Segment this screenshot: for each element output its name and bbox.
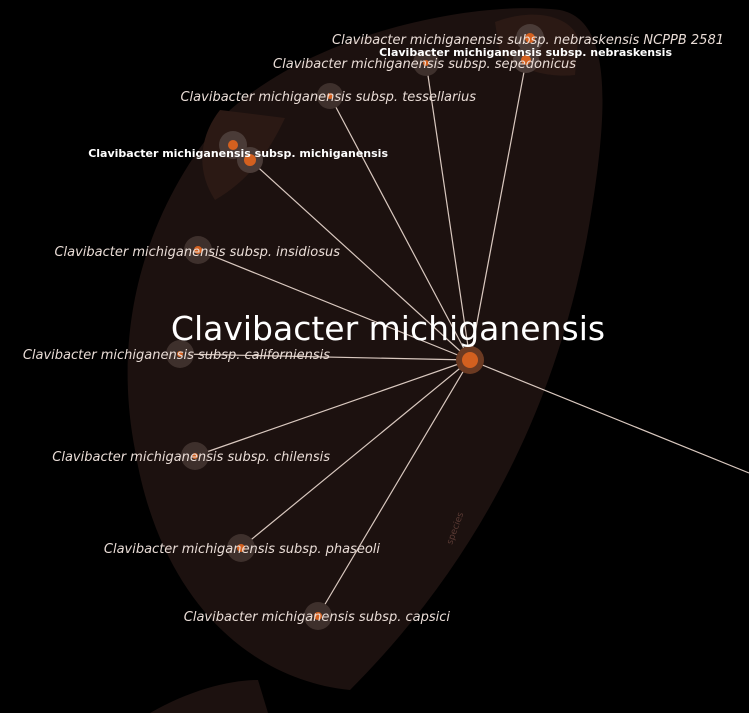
node-capsici[interactable] bbox=[304, 602, 332, 630]
edge bbox=[425, 61, 471, 361]
label-californiensis: Clavibacter michiganensis subsp. califor… bbox=[23, 348, 330, 363]
node-phaseoli[interactable] bbox=[227, 534, 255, 562]
node-sepedonicus[interactable] bbox=[413, 50, 439, 76]
label-capsici: Clavibacter michiganensis subsp. capsici bbox=[184, 610, 451, 625]
node-californiensis[interactable] bbox=[166, 340, 194, 368]
node-michiganensis[interactable] bbox=[219, 131, 263, 173]
edge bbox=[240, 359, 471, 549]
label-nebraskensis: Clavibacter michiganensis subsp. nebrask… bbox=[379, 46, 672, 59]
label-nebraskensis-ncppb: Clavibacter michiganensis subsp. nebrask… bbox=[332, 33, 724, 48]
root-label: Clavibacter michiganensis bbox=[171, 309, 605, 348]
node-nebraskensis[interactable] bbox=[513, 47, 539, 73]
label-chilensis: Clavibacter michiganensis subsp. chilens… bbox=[52, 450, 330, 465]
node-tessellarius[interactable] bbox=[317, 83, 343, 109]
label-insidiosus: Clavibacter michiganensis subsp. insidio… bbox=[54, 245, 340, 260]
node-nebraskensis-ncppb[interactable] bbox=[516, 24, 544, 52]
label-michiganensis: Clavibacter michiganensis subsp. michiga… bbox=[88, 147, 388, 160]
node-insidiosus[interactable] bbox=[184, 236, 212, 264]
edge bbox=[469, 39, 531, 361]
edge bbox=[249, 159, 471, 361]
node-chilensis[interactable] bbox=[181, 442, 209, 470]
edge bbox=[197, 249, 471, 361]
edge-group bbox=[179, 39, 749, 617]
label-sepedonicus: Clavibacter michiganensis subsp. sepedon… bbox=[273, 57, 576, 72]
edge-to-parent bbox=[469, 359, 749, 474]
edge bbox=[179, 353, 471, 361]
species-region bbox=[127, 8, 603, 690]
edge bbox=[329, 95, 471, 361]
label-tessellarius: Clavibacter michiganensis subsp. tessell… bbox=[180, 90, 476, 105]
edge bbox=[194, 359, 471, 457]
root-node[interactable] bbox=[456, 346, 484, 374]
label-phaseoli: Clavibacter michiganensis subsp. phaseol… bbox=[104, 542, 381, 557]
edge bbox=[317, 359, 471, 617]
lower-region bbox=[150, 680, 268, 713]
